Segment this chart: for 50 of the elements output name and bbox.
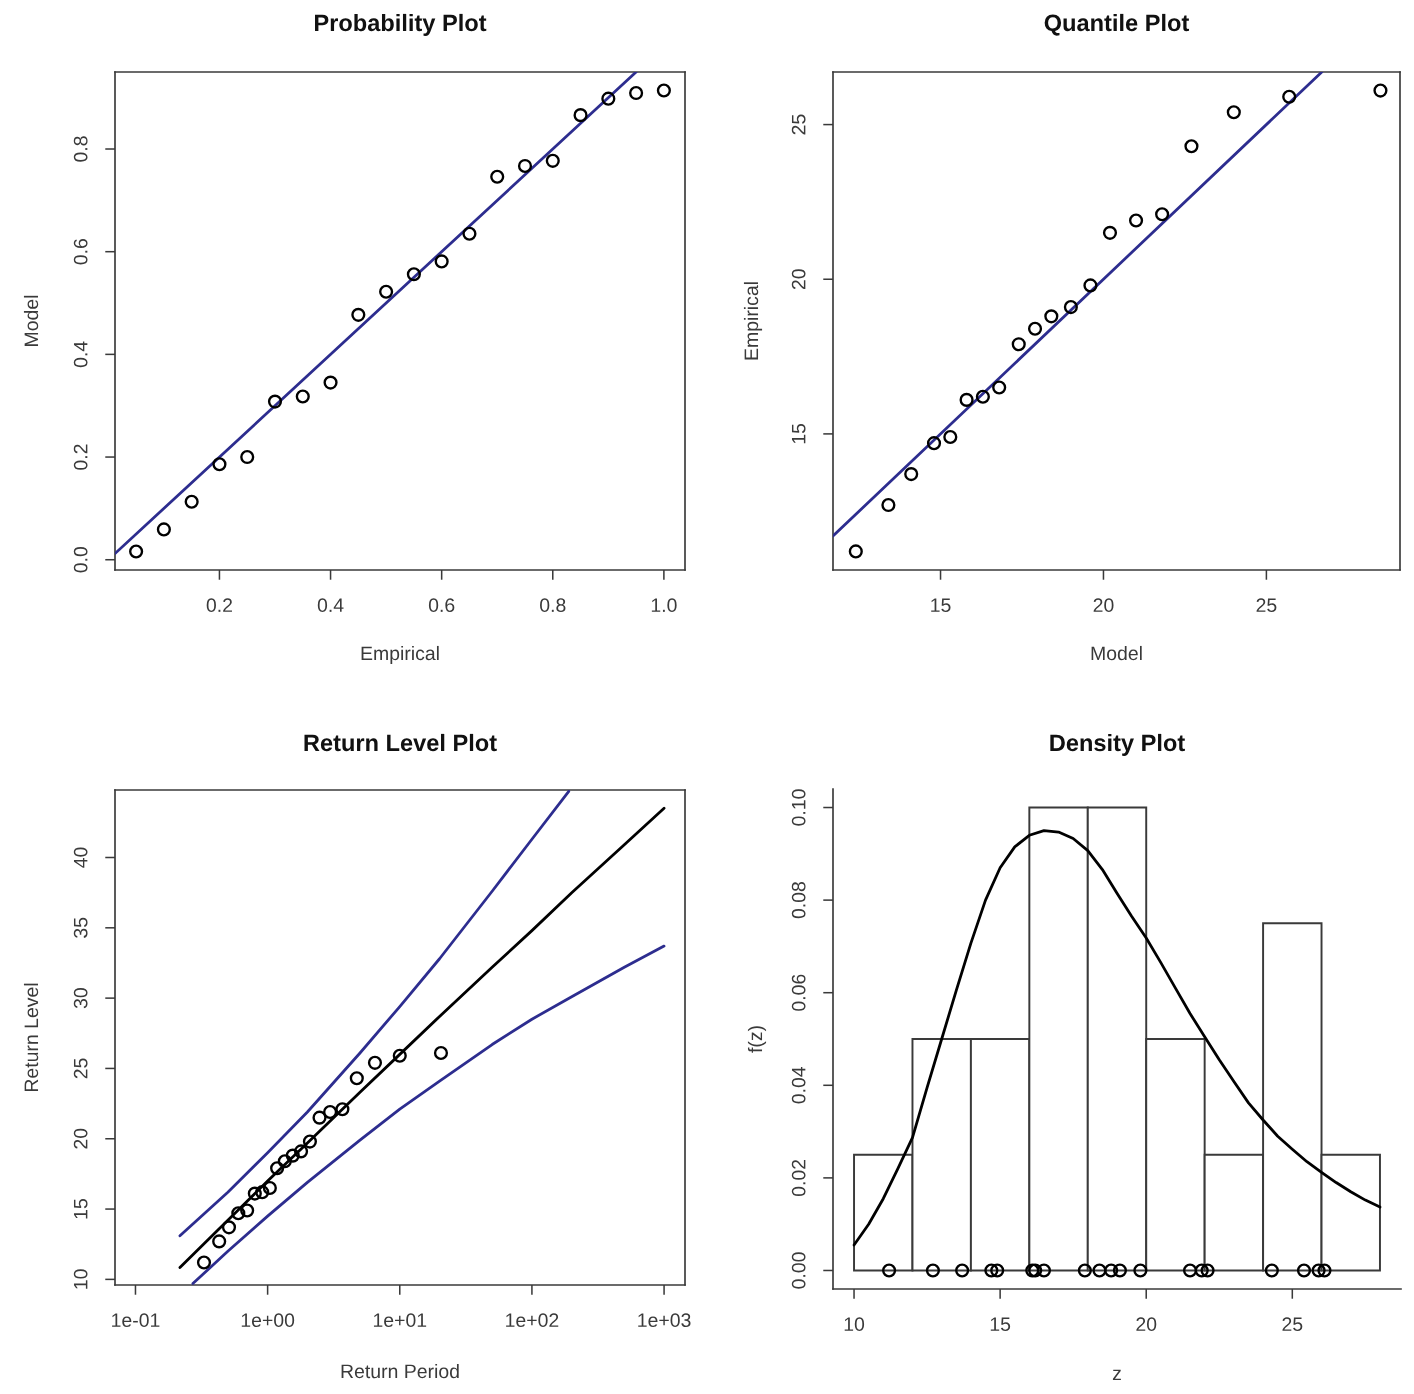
y-tick-label: 40 [73, 847, 88, 868]
x-axis-title: z [1112, 1369, 1121, 1381]
x-tick-label: 25 [1282, 1317, 1303, 1332]
y-tick-label: 25 [791, 114, 806, 135]
x-tick-label: 0.6 [428, 598, 455, 613]
chart-title: Return Level Plot [304, 733, 497, 752]
y-tick-label: 0.04 [791, 1066, 806, 1104]
y-tick-label: 15 [73, 1199, 88, 1219]
x-tick-label: 15 [931, 598, 951, 613]
y-tick-label: 0.10 [791, 789, 806, 826]
y-tick-label: 0.00 [791, 1252, 806, 1289]
x-tick-label: 25 [1256, 598, 1277, 613]
x-axis-title: Model [1091, 645, 1142, 661]
y-tick-label: 0.02 [791, 1159, 806, 1197]
x-tick-label: 0.2 [206, 598, 232, 613]
x-tick-label: 1e+01 [373, 1313, 427, 1328]
y-tick-label: 0.2 [73, 444, 88, 470]
y-tick-label: 10 [73, 1269, 88, 1289]
x-tick-label: 15 [990, 1317, 1011, 1332]
x-tick-label: 0.4 [317, 598, 344, 613]
y-axis-title: f(z) [747, 1026, 767, 1053]
x-tick-label: 20 [1136, 1317, 1157, 1332]
y-tick-label: 15 [791, 423, 806, 444]
y-tick-label: 0.6 [73, 239, 88, 265]
y-tick-label: 30 [73, 988, 88, 1009]
chart-title: Probability Plot [315, 13, 487, 36]
x-tick-label: 1.0 [651, 598, 677, 613]
x-tick-label: 1e+00 [241, 1313, 295, 1328]
y-tick-label: 0.8 [73, 136, 88, 162]
y-tick-label: 20 [791, 269, 806, 290]
x-tick-label: 1e+02 [506, 1313, 559, 1328]
x-tick-label: 1e+03 [638, 1313, 691, 1328]
y-tick-label: 25 [73, 1058, 88, 1079]
y-axis-title: Model [23, 295, 39, 346]
x-axis-title: Empirical [361, 645, 439, 665]
x-tick-label: 20 [1093, 598, 1114, 613]
y-tick-label: 35 [73, 917, 88, 938]
y-tick-label: 0.0 [73, 546, 88, 573]
y-axis-title: Empirical [743, 282, 763, 360]
x-tick-label: 10 [844, 1317, 865, 1332]
y-tick-label: 0.06 [791, 974, 806, 1011]
y-axis-title: Return Level [23, 983, 39, 1092]
y-tick-label: 20 [73, 1128, 88, 1149]
y-tick-label: 0.4 [73, 341, 88, 368]
chart-title: Density Plot [1050, 733, 1185, 756]
x-tick-label: 0.8 [540, 598, 566, 613]
chart-title: Quantile Plot [1044, 13, 1190, 36]
x-tick-label: 1e-01 [112, 1313, 160, 1328]
y-tick-label: 0.08 [791, 882, 806, 919]
x-axis-title: Return Period [341, 1363, 459, 1379]
